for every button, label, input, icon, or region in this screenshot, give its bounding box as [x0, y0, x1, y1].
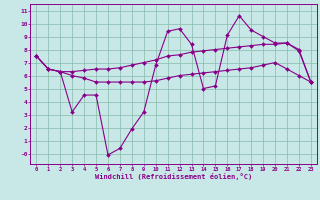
X-axis label: Windchill (Refroidissement éolien,°C): Windchill (Refroidissement éolien,°C): [95, 173, 252, 180]
